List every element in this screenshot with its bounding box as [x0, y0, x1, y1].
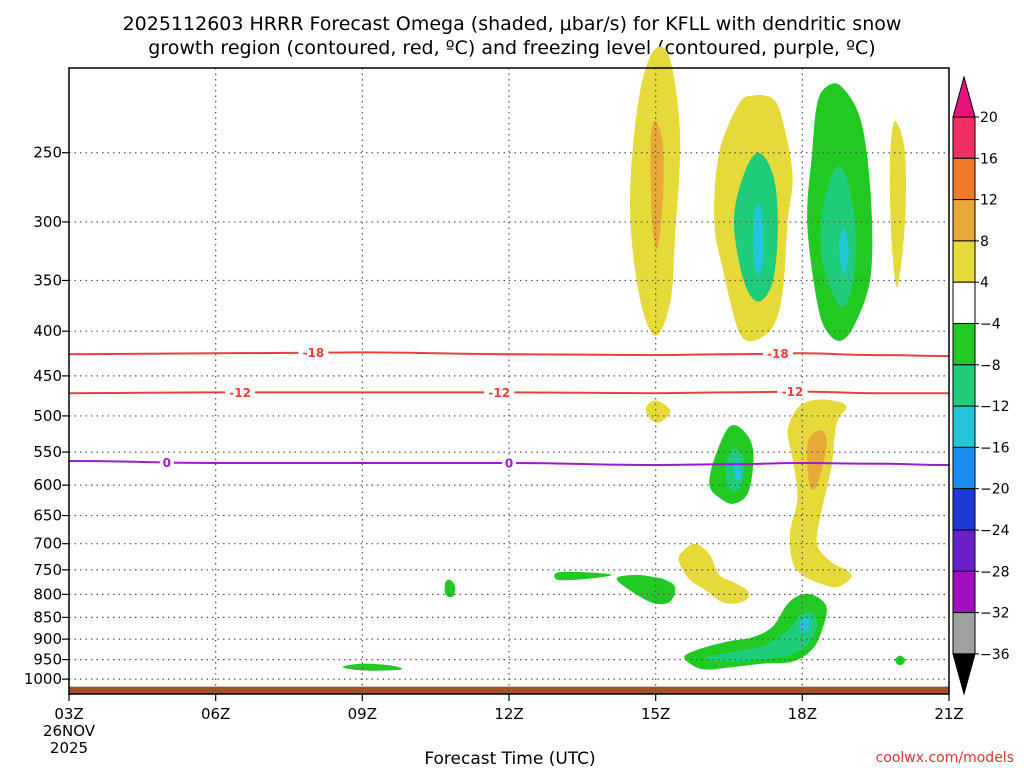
- colorbar-bin-5: [952, 323, 976, 366]
- colorbar-label-1: 16: [980, 151, 998, 167]
- colorbar-label-9: −20: [980, 482, 1010, 498]
- x-axis-ticks: 03Z 06Z 09Z 12Z 15Z 18Z 21Z: [54, 694, 964, 723]
- omega-region-22: [342, 663, 403, 671]
- y-tick-label-3: 400: [33, 322, 62, 340]
- x-tick-label-2: 09Z: [348, 705, 377, 723]
- colorbar-label-13: −36: [980, 647, 1010, 663]
- x-axis-label: Forecast Time (UTC): [424, 749, 595, 768]
- x-tick-label-4: 15Z: [641, 705, 670, 723]
- colorbar-label-8: −16: [980, 440, 1010, 456]
- colorbar-bin-11: [952, 570, 976, 614]
- omega-region-14: [807, 430, 827, 490]
- chart-title-line-2: growth region (contoured, red, ºC) and f…: [148, 37, 875, 59]
- colorbar-label-10: −24: [980, 523, 1010, 539]
- contour-label-bg-1-2: [777, 384, 808, 399]
- contour-label-bg-1-1: [484, 385, 515, 400]
- colorbar-bin-1: [952, 157, 976, 201]
- omega-region-20: [704, 612, 818, 662]
- colorbar-label-0: 20: [980, 110, 998, 126]
- y-tick-label-14: 950: [33, 651, 62, 669]
- colorbar-bin-6: [952, 364, 976, 407]
- contour-label-0-0: -18: [303, 346, 325, 360]
- contour-label-2-0: 0: [163, 456, 171, 470]
- omega-region-4: [752, 202, 764, 275]
- colorbar-bin-12: [952, 612, 976, 655]
- omega-region-15: [678, 543, 750, 604]
- omega-region-9: [645, 400, 671, 423]
- x-axis-date-day: 26NOV: [43, 722, 96, 740]
- y-tick-label-7: 600: [33, 476, 62, 494]
- omega-region-7: [839, 228, 849, 276]
- contour-label-1-0: -12: [229, 386, 251, 400]
- omega-region-1: [650, 120, 664, 249]
- y-tick-label-0: 250: [33, 144, 62, 162]
- colorbar-bin-0: [952, 116, 976, 159]
- omega-region-18: [444, 579, 456, 598]
- x-tick-label-0: 03Z: [54, 705, 83, 723]
- y-tick-label-15: 1000: [24, 670, 62, 688]
- colorbar-bin-7: [952, 405, 976, 448]
- omega-region-21: [799, 617, 810, 633]
- contour-label-1-1: -12: [488, 386, 510, 400]
- x-tick-label-6: 21Z: [934, 705, 963, 723]
- omega-region-17: [554, 571, 612, 581]
- y-tick-label-11: 800: [33, 585, 62, 603]
- omega-shading: [342, 46, 907, 671]
- omega-region-6: [820, 166, 857, 307]
- y-tick-label-6: 550: [33, 443, 62, 461]
- contour-line-0: [68, 351, 950, 357]
- contour-line-2: [68, 460, 950, 467]
- omega-region-16: [616, 574, 676, 605]
- x-tick-label-1: 06Z: [201, 705, 230, 723]
- omega-region-13: [787, 399, 852, 588]
- omega-region-12: [733, 461, 742, 481]
- contour-label-bg-2-1: [502, 455, 516, 470]
- colorbar-bin-9: [952, 488, 976, 531]
- grid-lines: [69, 68, 949, 694]
- contour-label-bg-0-0: [298, 345, 329, 360]
- x-tick-label-3: 12Z: [494, 705, 523, 723]
- omega-region-23: [895, 655, 906, 665]
- colorbar-label-5: −4: [980, 317, 1001, 333]
- contour-label-1-2: -12: [782, 385, 804, 399]
- y-tick-label-5: 500: [33, 407, 62, 425]
- colorbar-bin-2: [952, 199, 976, 242]
- colorbar-label-6: −8: [980, 358, 1001, 374]
- contour-label-bg-2-0: [159, 455, 174, 470]
- colorbar-label-7: −12: [980, 399, 1010, 415]
- credit-text: coolwx.com/models: [876, 750, 1014, 766]
- omega-region-8: [889, 121, 907, 287]
- y-tick-label-1: 300: [33, 213, 62, 231]
- colorbar-bin-4: [952, 281, 976, 325]
- y-tick-label-10: 750: [33, 561, 62, 579]
- contour-label-2-1: 0: [505, 456, 513, 470]
- x-axis-date-year: 2025: [50, 739, 88, 757]
- colorbar-bottom-arrow: [952, 653, 976, 696]
- y-axis-ticks: 250 300 350 400 450 500 550 600 650 700 750 800 850 9…: [24, 144, 69, 688]
- colorbar: 20 16 12 8 4 −4 −8 −12 −16 −20 −24 −28 −32 −36: [952, 75, 1010, 696]
- colorbar-bin-8: [952, 446, 976, 490]
- colorbar-label-3: 8: [980, 234, 989, 250]
- temperature-contours: -18 -18 -12 -12 -12 0 0: [68, 345, 950, 470]
- colorbar-label-4: 4: [980, 275, 989, 291]
- y-tick-label-9: 700: [33, 535, 62, 553]
- colorbar-label-2: 12: [980, 193, 998, 209]
- y-tick-label-12: 850: [33, 608, 62, 626]
- y-tick-label-2: 350: [33, 271, 62, 289]
- colorbar-top-arrow: [952, 75, 976, 118]
- y-tick-label-13: 900: [33, 630, 62, 648]
- y-tick-label-4: 450: [33, 367, 62, 385]
- contour-label-bg-1-0: [225, 385, 256, 400]
- colorbar-label-12: −32: [980, 606, 1010, 622]
- contour-label-0-1: -18: [767, 347, 789, 361]
- x-tick-label-5: 18Z: [788, 705, 817, 723]
- chart-title-line-1: 2025112603 HRRR Forecast Omega (shaded, …: [123, 13, 902, 35]
- colorbar-bin-10: [952, 529, 976, 572]
- colorbar-bin-3: [952, 240, 976, 283]
- y-tick-label-8: 650: [33, 507, 62, 525]
- colorbar-label-11: −28: [980, 564, 1010, 580]
- contour-label-bg-0-1: [762, 346, 793, 361]
